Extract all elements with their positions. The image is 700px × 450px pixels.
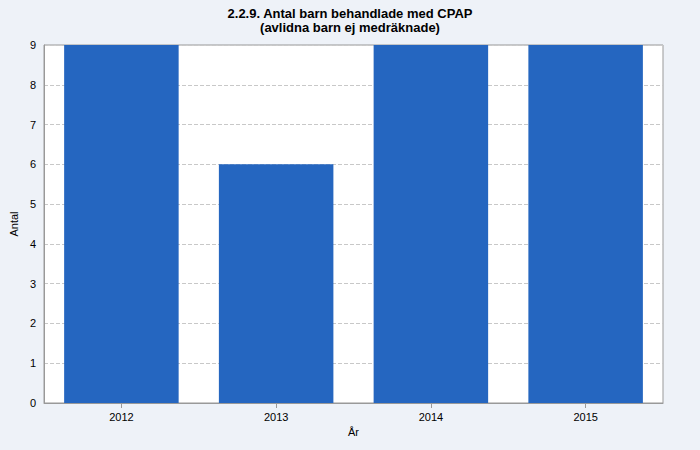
svg-text:1: 1: [30, 357, 36, 369]
svg-text:2015: 2015: [573, 411, 597, 423]
svg-text:5: 5: [30, 198, 36, 210]
svg-text:2.2.9. Antal barn behandlade m: 2.2.9. Antal barn behandlade med CPAP: [228, 6, 473, 21]
svg-text:3: 3: [30, 278, 36, 290]
svg-text:0: 0: [30, 397, 36, 409]
svg-text:7: 7: [30, 119, 36, 131]
svg-text:(avlidna barn ej medräknade): (avlidna barn ej medräknade): [260, 20, 440, 35]
svg-text:2: 2: [30, 317, 36, 329]
svg-text:År: År: [348, 426, 359, 438]
svg-text:6: 6: [30, 158, 36, 170]
svg-text:9: 9: [30, 39, 36, 51]
svg-text:2014: 2014: [419, 411, 443, 423]
svg-text:8: 8: [30, 79, 36, 91]
svg-text:2012: 2012: [109, 411, 133, 423]
svg-text:2013: 2013: [264, 411, 288, 423]
svg-text:Antal: Antal: [8, 211, 20, 236]
svg-text:4: 4: [30, 238, 36, 250]
